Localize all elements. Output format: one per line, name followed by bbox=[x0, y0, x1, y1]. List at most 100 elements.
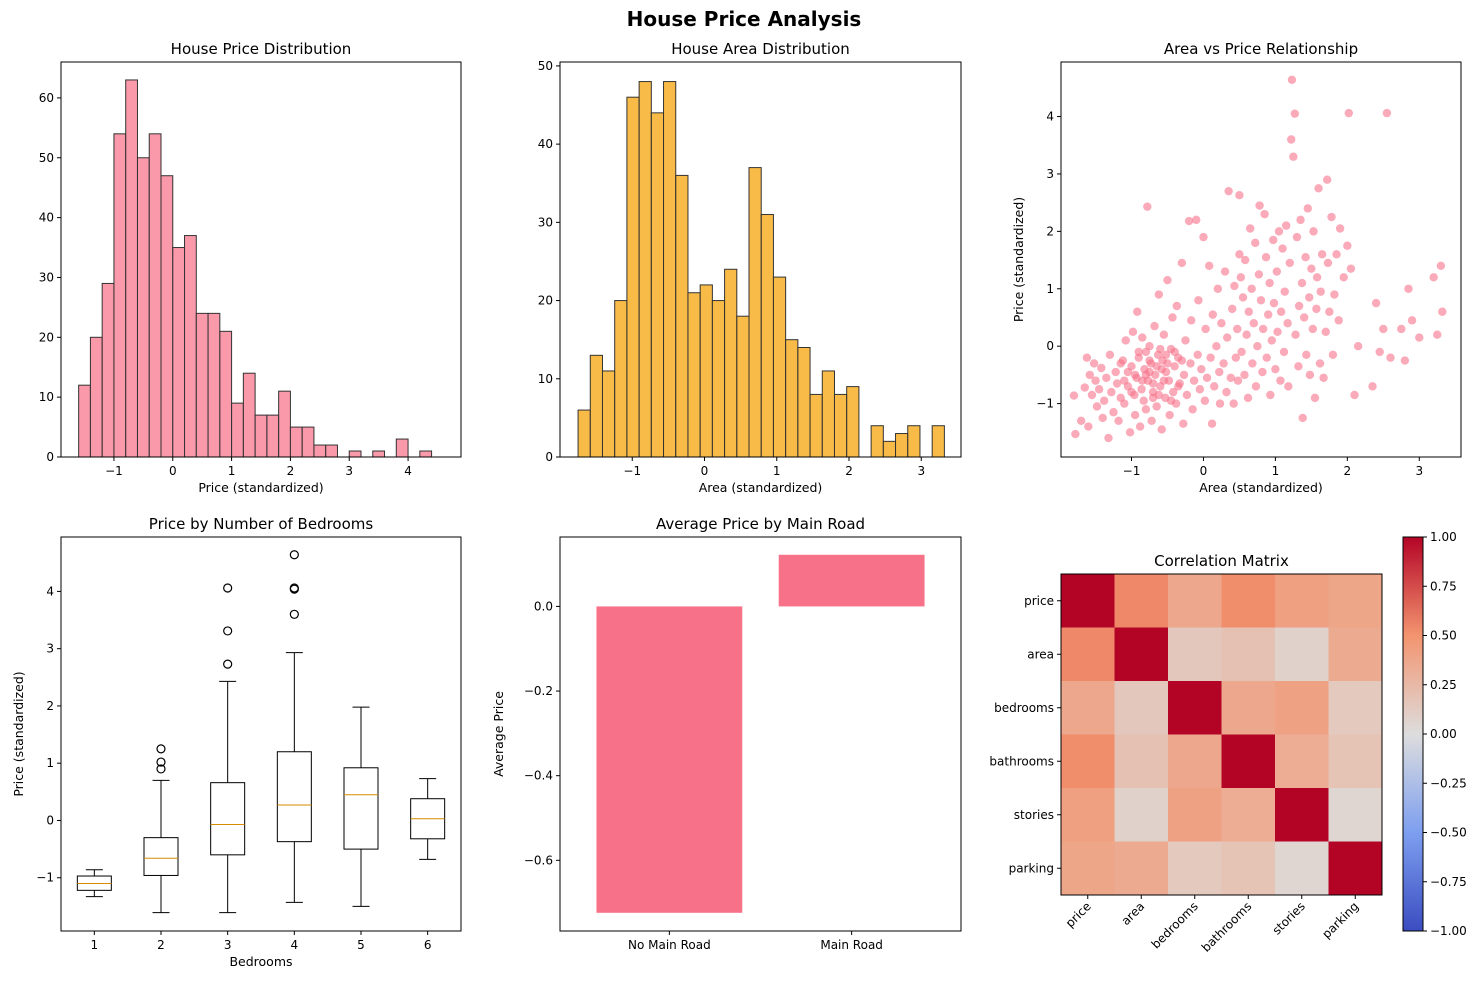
scatter-point bbox=[1263, 310, 1273, 319]
heatmap-cell bbox=[1275, 788, 1329, 842]
y-tick-label: 40 bbox=[538, 137, 553, 151]
histogram-bar bbox=[711, 300, 726, 458]
scatter-point bbox=[1102, 373, 1111, 382]
scatter-point bbox=[1438, 307, 1447, 316]
heatmap-cell bbox=[1114, 574, 1169, 628]
histogram-bar bbox=[101, 282, 115, 458]
heatmap-cell bbox=[1168, 788, 1222, 842]
histogram-bar bbox=[219, 330, 233, 458]
heatmap-column-label: bathrooms bbox=[1199, 899, 1255, 955]
y-tick-label: 50 bbox=[538, 59, 553, 73]
scatter-point bbox=[1197, 364, 1206, 374]
scatter-point bbox=[1219, 359, 1228, 368]
heatmap-row-label: price bbox=[1024, 594, 1054, 608]
x-tick-label: 4 bbox=[291, 938, 299, 952]
heatmap-cell bbox=[1328, 627, 1383, 682]
scatter-point bbox=[1222, 387, 1231, 397]
histogram-bar bbox=[313, 444, 327, 458]
y-tick-label: 30 bbox=[39, 270, 54, 284]
heatmap-frame bbox=[1060, 573, 1383, 896]
y-tick-label: 10 bbox=[39, 390, 54, 404]
scatter-point bbox=[1087, 390, 1097, 400]
scatter-point bbox=[1085, 370, 1094, 380]
heatmap-row-label: parking bbox=[1009, 861, 1054, 875]
x-tick-label: 2 bbox=[1344, 464, 1352, 478]
y-tick-label: 20 bbox=[39, 330, 54, 344]
scatter-point bbox=[1097, 363, 1106, 373]
heatmap-cell bbox=[1168, 681, 1222, 735]
scatter-point bbox=[1233, 324, 1242, 334]
histogram-bar bbox=[148, 133, 162, 458]
scatter-point bbox=[1429, 273, 1438, 282]
scatter-point bbox=[1400, 356, 1410, 365]
scatter-point bbox=[1280, 287, 1289, 296]
scatter-point bbox=[1261, 253, 1271, 262]
colorbar-tick-label: 1.00 bbox=[1430, 530, 1457, 544]
colorbar-tick-label: −0.25 bbox=[1430, 776, 1467, 790]
scatter-point bbox=[1317, 250, 1327, 259]
scatter-point bbox=[1296, 215, 1305, 225]
scatter-point bbox=[1269, 235, 1278, 245]
scatter-point bbox=[1247, 284, 1256, 293]
y-tick-label: 2 bbox=[1046, 224, 1054, 238]
scatter-point bbox=[1206, 353, 1215, 362]
box-outlier-point bbox=[223, 583, 233, 593]
histogram-bar bbox=[195, 312, 209, 458]
scatter-point bbox=[1433, 330, 1442, 339]
histogram-bar bbox=[785, 339, 799, 458]
y-tick-label: −1 bbox=[1036, 397, 1054, 411]
scatter-point bbox=[1127, 387, 1136, 397]
histogram-bar bbox=[797, 346, 811, 458]
scatter-point bbox=[1371, 298, 1381, 308]
x-tick-label: 0 bbox=[1200, 464, 1208, 478]
scatter-point bbox=[1262, 353, 1271, 362]
x-tick-label: 2 bbox=[157, 938, 165, 952]
scatter-point bbox=[1249, 319, 1259, 328]
scatter-point bbox=[1133, 307, 1142, 316]
scatter-point bbox=[1152, 402, 1161, 411]
histogram-bar bbox=[136, 157, 150, 458]
x-tick-label: 1 bbox=[773, 464, 781, 478]
y-tick-label: −0.4 bbox=[524, 769, 553, 783]
histogram-bar bbox=[772, 276, 787, 458]
histogram-bar bbox=[348, 450, 362, 458]
scatter-point bbox=[1130, 370, 1140, 380]
scatter-point bbox=[1253, 341, 1262, 351]
histogram-bar bbox=[601, 370, 616, 458]
scatter-point bbox=[1344, 108, 1353, 118]
histogram-bar bbox=[870, 425, 884, 458]
histogram-bar bbox=[821, 370, 835, 458]
scatter-point bbox=[1323, 258, 1333, 268]
scatter-point bbox=[1170, 347, 1179, 357]
scatter-point bbox=[1189, 376, 1199, 385]
scatter-point bbox=[1177, 356, 1187, 365]
scatter-point bbox=[1332, 250, 1341, 259]
heatmap-cell bbox=[1114, 681, 1169, 735]
scatter-point bbox=[1238, 293, 1248, 302]
scatter-point bbox=[1174, 382, 1183, 391]
scatter-point bbox=[1138, 333, 1147, 342]
histogram-bar bbox=[687, 292, 701, 458]
scatter-point bbox=[1121, 336, 1130, 345]
box-outlier-point bbox=[289, 609, 299, 619]
scatter-point bbox=[1128, 327, 1138, 337]
heatmap-cell bbox=[1114, 841, 1169, 896]
histogram-bar bbox=[577, 409, 591, 458]
axes-frame bbox=[60, 61, 462, 458]
scatter-point bbox=[1235, 190, 1244, 200]
x-tick-label: 6 bbox=[424, 938, 432, 952]
scatter-point bbox=[1192, 215, 1201, 225]
histogram-bar bbox=[289, 426, 303, 458]
box-outlier-point bbox=[289, 550, 299, 560]
scatter-point bbox=[1316, 287, 1325, 296]
scatter-point bbox=[1231, 353, 1241, 362]
figure-suptitle: House Price Analysis bbox=[627, 7, 862, 31]
x-tick-label: 1 bbox=[1272, 464, 1280, 478]
scatter-point bbox=[1325, 307, 1334, 316]
histogram-bar bbox=[650, 112, 665, 458]
y-tick-label: 10 bbox=[538, 372, 553, 386]
scatter-point bbox=[1111, 367, 1120, 377]
x-tick-label: 3 bbox=[917, 464, 925, 478]
scatter-point bbox=[1199, 232, 1208, 242]
y-tick-label: 60 bbox=[39, 91, 54, 105]
